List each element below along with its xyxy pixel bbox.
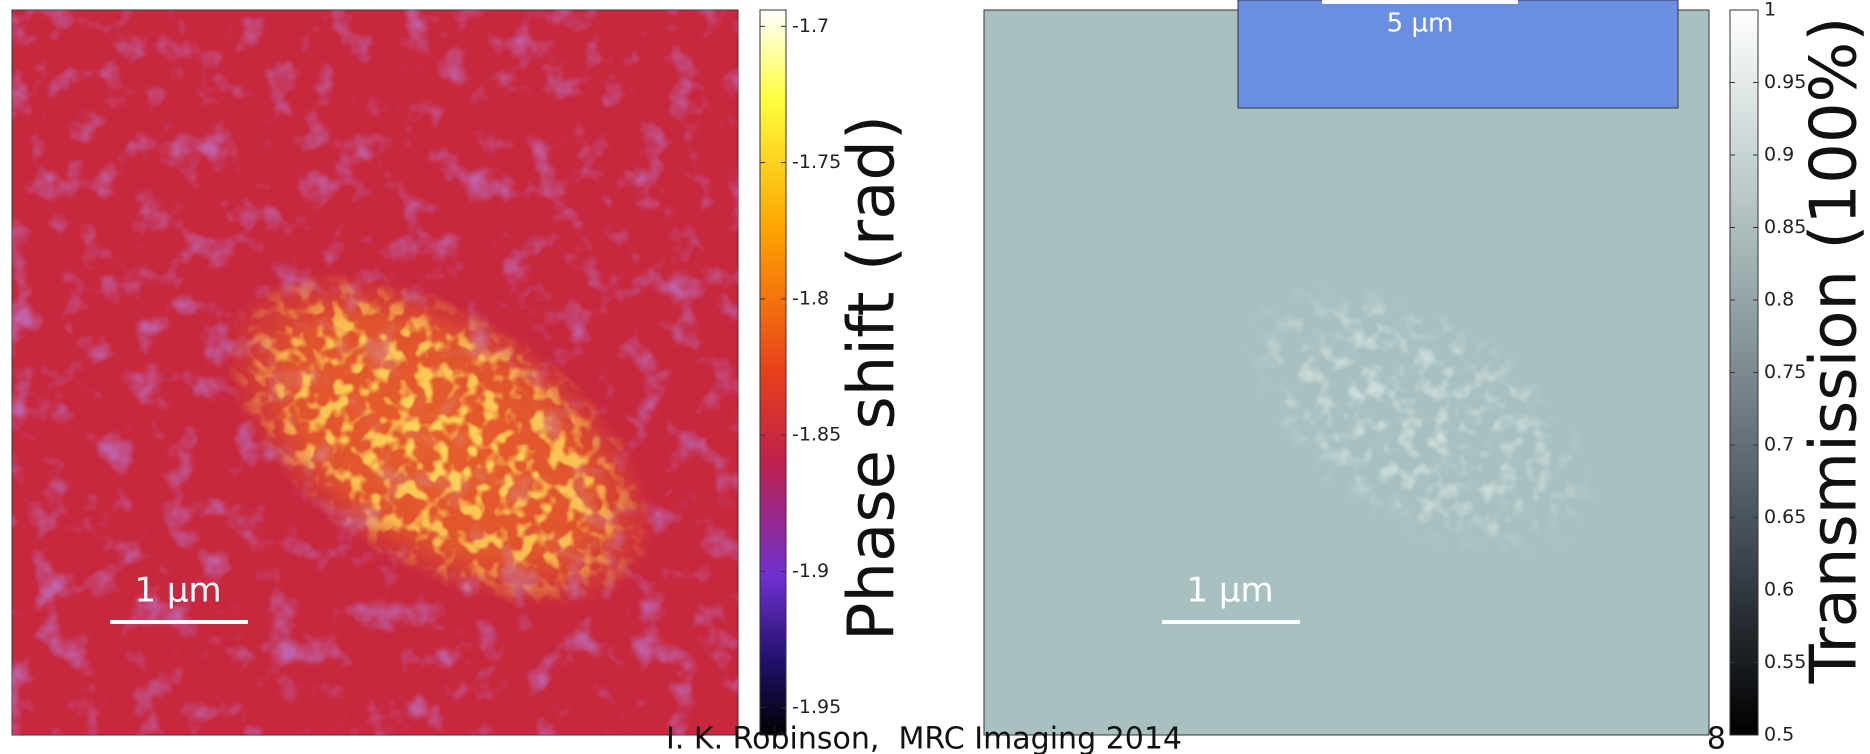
- inset-image: [1237, 0, 1679, 109]
- colorbar-tick-label: 1: [1764, 0, 1776, 21]
- colorbar-tick-label: -1.9: [792, 560, 829, 582]
- inset-scale-label: 5 µm: [1387, 9, 1454, 39]
- colorbar-tick-label: -1.95: [792, 696, 841, 718]
- scale-label: 1 µm: [1186, 571, 1273, 611]
- footer-text: I. K. Robinson, MRC Imaging 2014: [666, 722, 1182, 754]
- colorbar-tick-label: 0.5: [1764, 724, 1794, 746]
- colorbar-tick-label: 0.95: [1764, 71, 1806, 93]
- colorbar-tick-label: 0.55: [1764, 651, 1806, 673]
- phase-image: [11, 9, 739, 736]
- colorbar-tick-label: -1.85: [792, 424, 841, 446]
- colorbar-tick-label: 0.8: [1764, 289, 1794, 311]
- scale-label: 1 µm: [134, 571, 221, 611]
- page-number: 8: [1707, 722, 1726, 754]
- colorbar-label: Phase shift (rad): [836, 115, 910, 641]
- colorbar-tick-label: 0.7: [1764, 434, 1794, 456]
- colorbar-tick-label: 0.6: [1764, 579, 1794, 601]
- colorbar-tick-label: 0.9: [1764, 144, 1794, 166]
- colorbar-tick-label: 0.65: [1764, 506, 1806, 528]
- colorbar-tick-label: 0.85: [1764, 216, 1806, 238]
- colorbar-tick-label: -1.7: [792, 15, 829, 37]
- colorbar-label: Transmission (100%): [1798, 17, 1870, 685]
- phase-colorbar: [759, 9, 787, 736]
- colorbar-tick-label: -1.75: [792, 151, 841, 173]
- colorbar-tick-label: -1.8: [792, 287, 829, 309]
- colorbar-tick-label: 0.75: [1764, 361, 1806, 383]
- transmission-image: [983, 9, 1710, 736]
